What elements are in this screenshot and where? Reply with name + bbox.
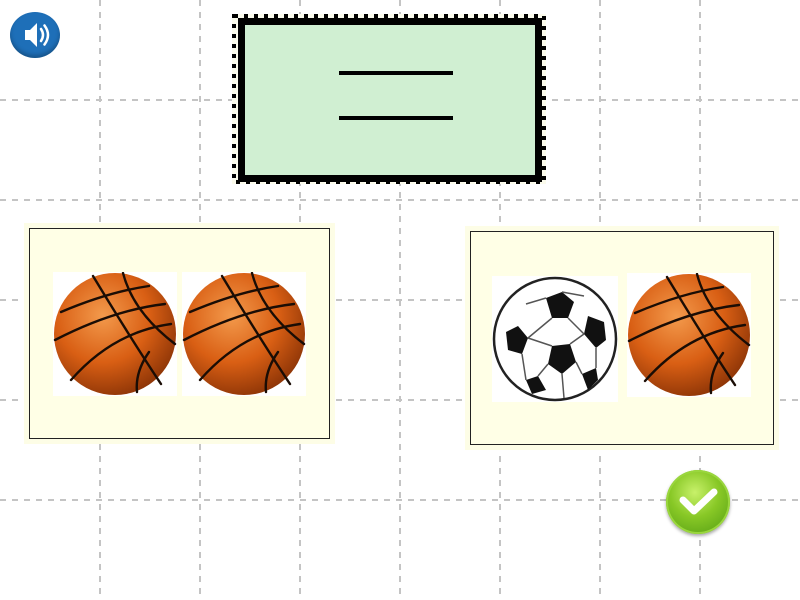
group-card-right[interactable] — [470, 231, 774, 445]
ball-slot — [492, 276, 618, 402]
answer-panel — [238, 18, 542, 182]
speaker-icon — [25, 23, 50, 47]
card-border — [470, 231, 774, 445]
basketball-icon — [182, 272, 306, 395]
soccer-ball-icon — [492, 276, 618, 402]
answer-line-top — [339, 71, 453, 75]
ball-slot — [182, 272, 306, 396]
dotted-border — [232, 14, 546, 184]
ball-slot — [53, 272, 177, 396]
group-card-left[interactable] — [29, 228, 330, 439]
sound-button[interactable] — [10, 12, 60, 58]
answer-drop-zone[interactable] — [232, 14, 546, 184]
ball-slot — [627, 273, 751, 397]
check-answer-button[interactable] — [666, 470, 730, 534]
basketball-icon — [53, 272, 177, 395]
basketball-icon — [627, 273, 751, 396]
card-border — [29, 228, 330, 439]
answer-line-bottom — [339, 116, 453, 120]
checkmark-icon — [679, 488, 718, 515]
